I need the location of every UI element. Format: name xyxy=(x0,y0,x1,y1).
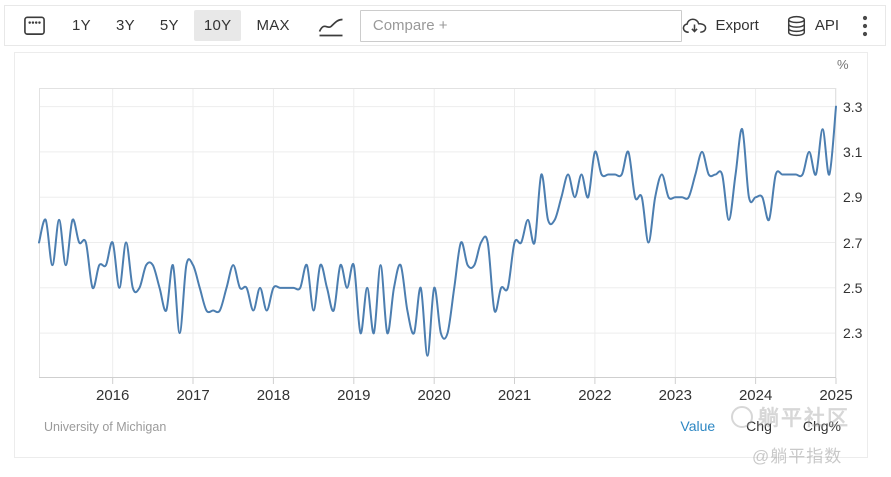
compare-input[interactable] xyxy=(359,9,683,42)
x-tick-label: 2020 xyxy=(417,387,451,404)
plot-area[interactable] xyxy=(38,88,837,386)
cloud-download-icon xyxy=(683,17,707,33)
source-label: University of Michigan xyxy=(44,420,167,434)
y-tick-label: 2.9 xyxy=(843,189,863,206)
y-axis-unit-label: % xyxy=(837,57,849,72)
x-tick-label: 2025 xyxy=(819,387,853,404)
export-button[interactable]: Export xyxy=(682,16,759,36)
chg-percent-link[interactable]: Chg% xyxy=(802,418,841,434)
toolbar-right-group: Export API xyxy=(682,15,885,37)
x-tick-label: 2022 xyxy=(578,387,612,404)
range-button-10y[interactable]: 10Y xyxy=(193,10,242,41)
export-label: Export xyxy=(715,17,759,34)
x-tick-label: 2021 xyxy=(497,387,532,404)
footer-links: Value Chg Chg% xyxy=(680,418,841,434)
y-tick-label: 2.7 xyxy=(843,234,863,251)
calendar-icon[interactable] xyxy=(23,14,46,37)
chg-link[interactable]: Chg xyxy=(746,418,772,434)
range-button-3y[interactable]: 3Y xyxy=(106,10,145,41)
kebab-menu-icon[interactable] xyxy=(862,15,868,37)
y-tick-label: 2.3 xyxy=(843,325,863,342)
x-tick-label: 2018 xyxy=(256,387,291,404)
range-button-5y[interactable]: 5Y xyxy=(150,10,189,41)
x-tick-label: 2023 xyxy=(658,387,692,404)
api-button[interactable]: API xyxy=(786,15,839,37)
x-tick-label: 2019 xyxy=(337,387,371,404)
x-tick-label: 2017 xyxy=(176,387,210,404)
x-tick-label: 2016 xyxy=(95,387,130,404)
database-icon xyxy=(787,15,805,36)
y-tick-label: 3.3 xyxy=(843,98,863,115)
range-button-1y[interactable]: 1Y xyxy=(62,10,101,41)
api-label: API xyxy=(814,17,839,34)
line-chart-icon[interactable] xyxy=(318,15,344,37)
toolbar: 1Y 3Y 5Y 10Y MAX Export xyxy=(4,5,886,46)
range-button-max[interactable]: MAX xyxy=(246,10,299,41)
y-tick-label: 3.1 xyxy=(843,143,863,160)
x-tick-label: 2024 xyxy=(738,387,773,404)
line-chart xyxy=(38,88,837,384)
y-tick-label: 2.5 xyxy=(843,279,863,296)
value-link[interactable]: Value xyxy=(680,418,716,434)
chart-panel: % 3.3 3.1 2.9 2.7 2.5 2.3 2016 2017 2018 2019 202… xyxy=(14,52,868,458)
